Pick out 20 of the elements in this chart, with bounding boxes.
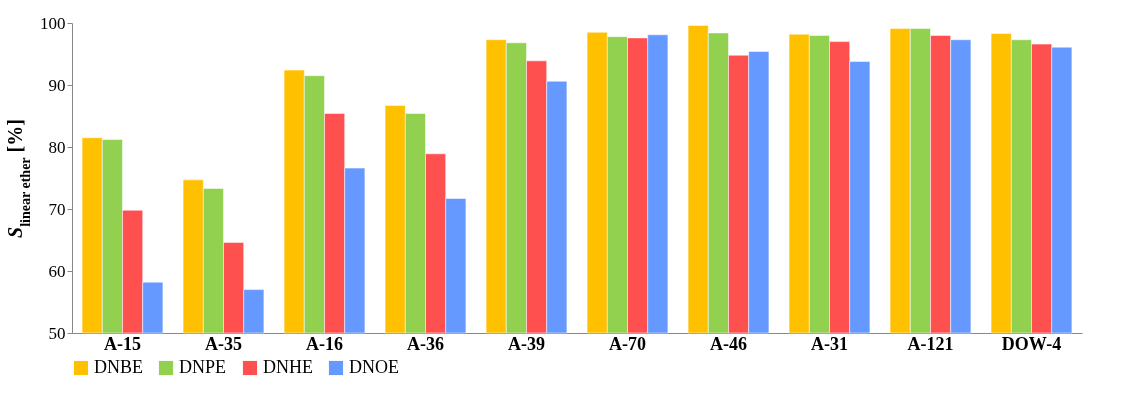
y-tick-label: 100 — [40, 13, 66, 33]
x-tick-label: A-16 — [306, 333, 343, 354]
x-tick-label: A-70 — [609, 333, 646, 354]
legend-label: DNHE — [263, 357, 313, 377]
x-tick-label: A-36 — [407, 333, 444, 354]
x-tick-label: A-46 — [710, 333, 747, 354]
x-tick-label: A-121 — [907, 333, 954, 354]
y-tick-label: 70 — [48, 199, 66, 219]
x-tick-label: A-31 — [811, 333, 848, 354]
x-tick-label: A-15 — [104, 333, 141, 354]
legend-label: DNOE — [349, 357, 399, 377]
y-tick-label: 60 — [48, 261, 66, 281]
x-tick-label: DOW-4 — [1001, 333, 1062, 354]
x-tick-label: A-35 — [205, 333, 242, 354]
legend-label: DNPE — [179, 357, 227, 377]
legend-label: DNBE — [94, 357, 143, 377]
y-tick-label: 90 — [48, 75, 66, 95]
x-tick-label: A-39 — [508, 333, 545, 354]
y-tick-label: 50 — [48, 323, 66, 343]
y-tick-label: 80 — [48, 137, 66, 157]
